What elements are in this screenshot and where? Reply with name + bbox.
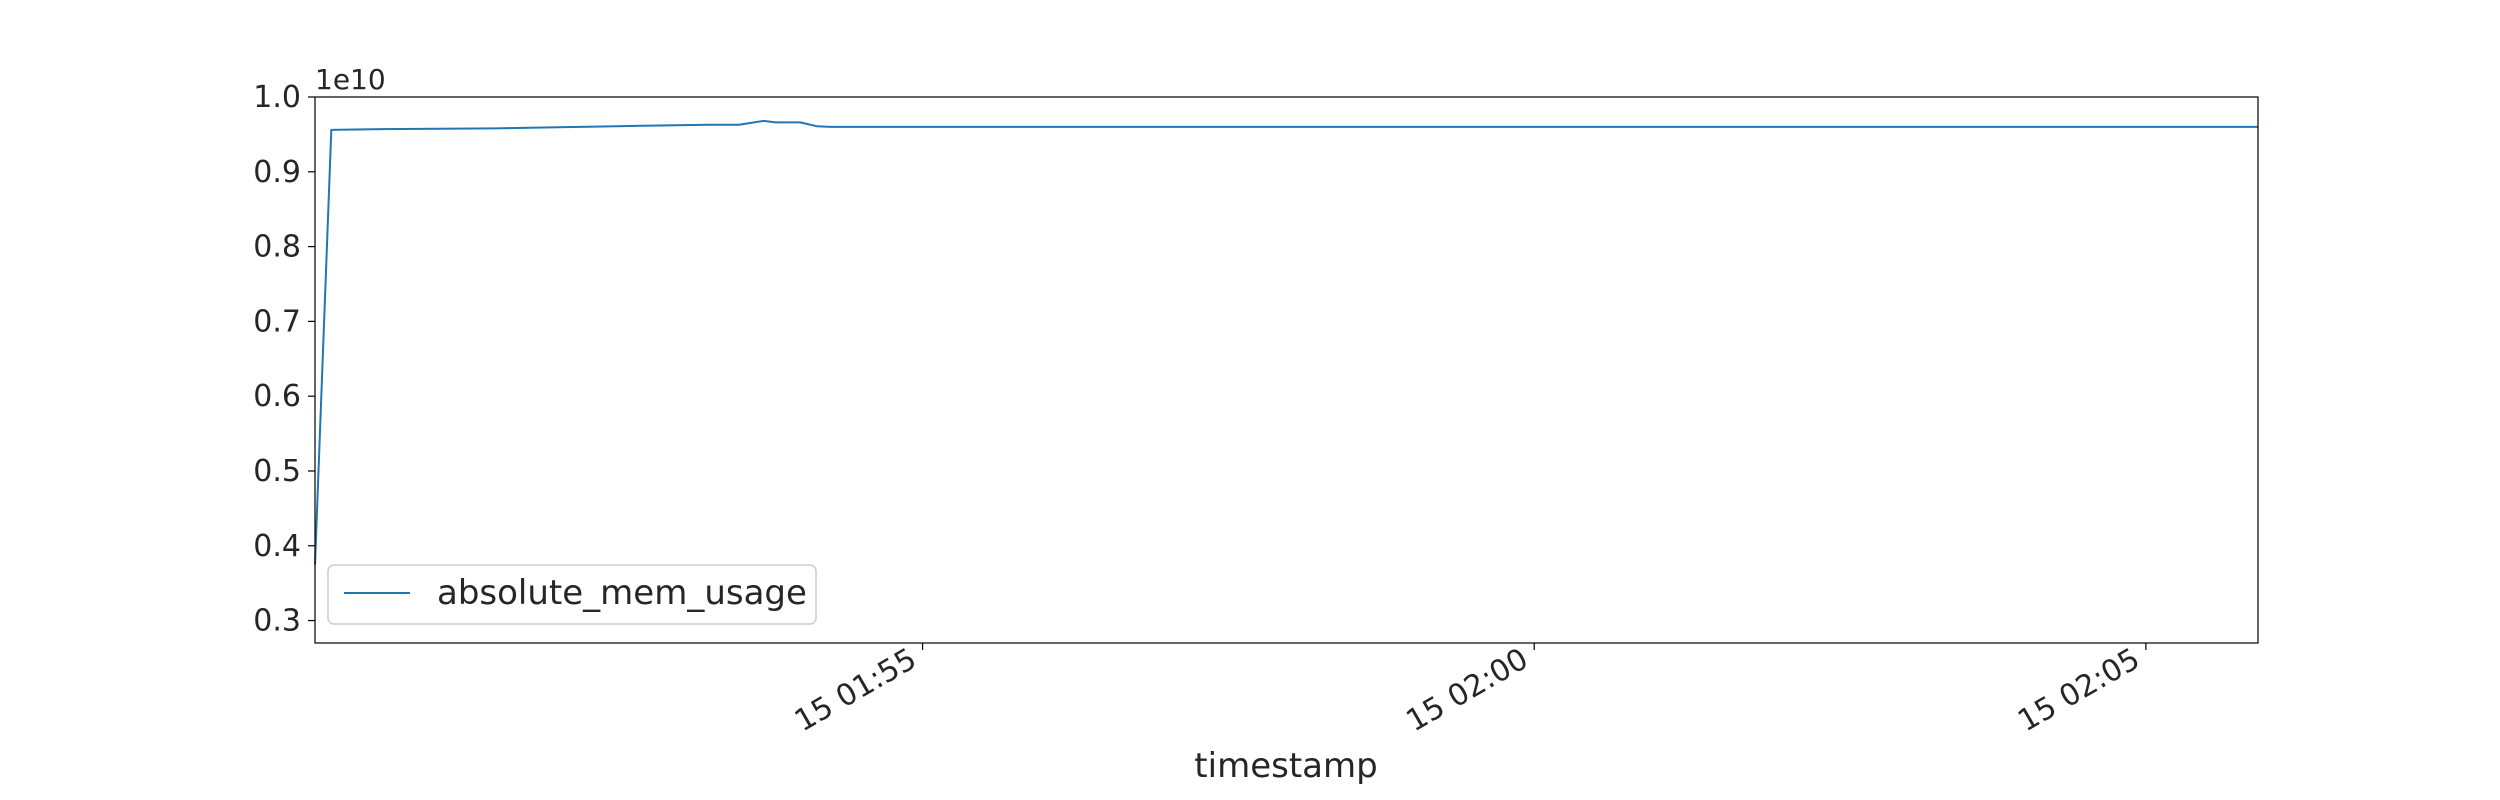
legend: absolute_mem_usage — [327, 564, 817, 625]
x-tick-label: 15 02:05 — [2012, 642, 2146, 739]
x-tick-label: 15 02:00 — [1401, 642, 1535, 739]
y-tick-label: 0.3 — [253, 604, 301, 639]
series-line — [314, 119, 2258, 565]
y-tick-label: 0.5 — [253, 454, 301, 489]
x-tick-label: 15 01:55 — [789, 642, 923, 739]
y-tick-label: 0.6 — [253, 379, 301, 414]
legend-box — [327, 564, 817, 625]
y-tick-label: 1.0 — [253, 80, 301, 115]
y-tick-label: 0.8 — [253, 230, 301, 265]
plot-area — [314, 119, 2258, 565]
x-axis-label: timestamp — [1194, 746, 1377, 786]
legend-label: absolute_mem_usage — [437, 573, 807, 613]
y-axis: 0.3 0.4 0.5 0.6 0.7 0.8 0.9 1.0 — [253, 80, 315, 639]
y-tick-label: 0.4 — [253, 529, 301, 564]
x-axis: 15 01:55 15 02:00 15 02:05 — [789, 642, 2147, 739]
y-tick-label: 0.9 — [253, 155, 301, 190]
y-tick-label: 0.7 — [253, 304, 301, 339]
plot-frame — [314, 96, 2259, 644]
y-offset-label: 1e10 — [315, 63, 386, 96]
